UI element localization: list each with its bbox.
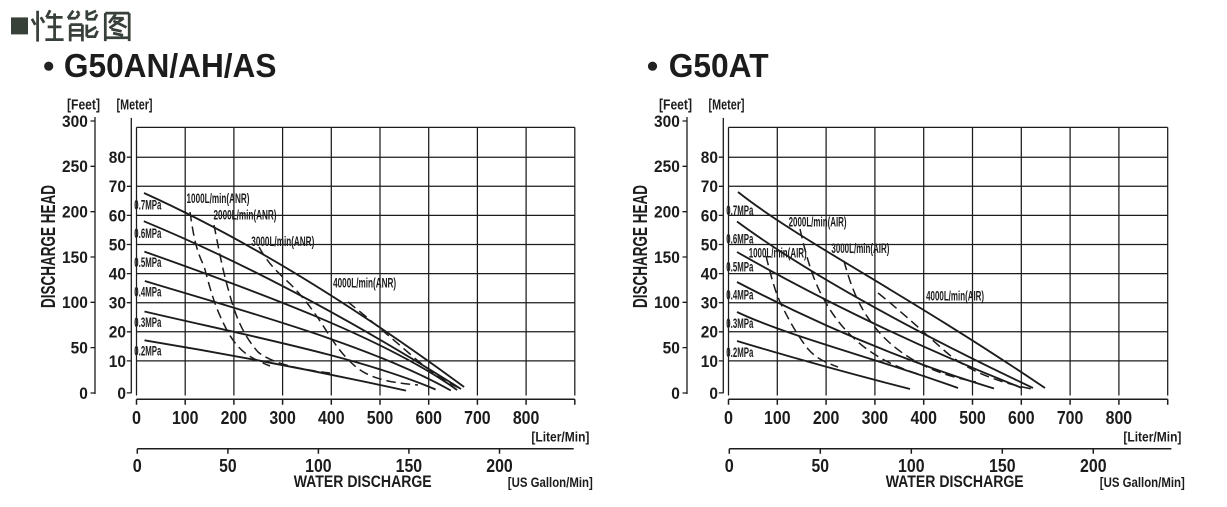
svg-text:0: 0 xyxy=(133,456,142,476)
svg-text:G50AT: G50AT xyxy=(669,47,769,84)
svg-text:200: 200 xyxy=(221,408,248,428)
svg-text:0.7MPa: 0.7MPa xyxy=(134,197,161,212)
svg-text:200: 200 xyxy=(486,456,513,476)
svg-text:0.7MPa: 0.7MPa xyxy=(726,203,753,218)
svg-text:200: 200 xyxy=(62,203,88,222)
svg-text:70: 70 xyxy=(701,177,718,196)
svg-text:[Meter]: [Meter] xyxy=(117,97,153,114)
svg-text:30: 30 xyxy=(109,294,126,313)
svg-text:100: 100 xyxy=(305,456,332,476)
svg-text:50: 50 xyxy=(663,339,680,358)
svg-text:50: 50 xyxy=(701,235,718,254)
svg-text:G50AN/AH/AS: G50AN/AH/AS xyxy=(64,47,277,84)
svg-text:300: 300 xyxy=(654,112,680,131)
svg-text:[Liter/Min]: [Liter/Min] xyxy=(531,429,589,445)
svg-text:150: 150 xyxy=(62,248,88,267)
svg-text:100: 100 xyxy=(898,456,925,476)
svg-text:0.4MPa: 0.4MPa xyxy=(726,288,753,303)
svg-text:0.4MPa: 0.4MPa xyxy=(134,285,161,300)
svg-text:400: 400 xyxy=(318,408,345,428)
svg-text:0: 0 xyxy=(132,408,141,428)
svg-text:3000L/min(ANR): 3000L/min(ANR) xyxy=(251,234,314,249)
svg-text:600: 600 xyxy=(415,408,442,428)
svg-text:40: 40 xyxy=(109,265,126,284)
svg-text:30: 30 xyxy=(701,294,718,313)
svg-text:100: 100 xyxy=(172,408,199,428)
svg-text:200: 200 xyxy=(1080,456,1107,476)
svg-text:0.6MPa: 0.6MPa xyxy=(726,232,753,247)
svg-text:700: 700 xyxy=(1057,408,1084,428)
svg-text:70: 70 xyxy=(109,177,126,196)
svg-text:300: 300 xyxy=(269,408,296,428)
svg-text:WATER DISCHARGE: WATER DISCHARGE xyxy=(294,473,432,491)
svg-text:60: 60 xyxy=(701,206,718,225)
svg-text:600: 600 xyxy=(1008,408,1035,428)
svg-text:40: 40 xyxy=(701,265,718,284)
svg-text:DISCHARGE HEAD: DISCHARGE HEAD xyxy=(630,185,652,308)
svg-text:80: 80 xyxy=(701,148,718,167)
svg-text:150: 150 xyxy=(654,248,680,267)
svg-text:60: 60 xyxy=(109,206,126,225)
svg-text:DISCHARGE HEAD: DISCHARGE HEAD xyxy=(38,185,60,308)
svg-text:0.2MPa: 0.2MPa xyxy=(134,344,161,359)
svg-text:250: 250 xyxy=(62,157,88,176)
svg-text:300: 300 xyxy=(862,408,889,428)
svg-text:100: 100 xyxy=(654,293,680,312)
svg-text:1000L/min(ANR): 1000L/min(ANR) xyxy=(187,191,250,206)
svg-text:800: 800 xyxy=(513,408,540,428)
svg-text:0.6MPa: 0.6MPa xyxy=(134,226,161,241)
svg-text:0.3MPa: 0.3MPa xyxy=(726,316,753,331)
svg-text:50: 50 xyxy=(812,456,830,476)
svg-text:[Meter]: [Meter] xyxy=(709,97,745,114)
svg-text:500: 500 xyxy=(959,408,986,428)
svg-text:0.5MPa: 0.5MPa xyxy=(726,260,753,275)
svg-text:0.5MPa: 0.5MPa xyxy=(134,255,161,270)
svg-text:[Feet]: [Feet] xyxy=(659,97,692,114)
svg-text:4000L/min(ANR): 4000L/min(ANR) xyxy=(333,276,396,291)
svg-text:0: 0 xyxy=(117,384,126,403)
svg-text:0.2MPa: 0.2MPa xyxy=(726,345,753,360)
svg-text:0: 0 xyxy=(671,384,680,403)
svg-text:3000L/min(AIR): 3000L/min(AIR) xyxy=(831,241,889,256)
svg-text:0: 0 xyxy=(709,384,718,403)
svg-text:300: 300 xyxy=(62,112,88,131)
svg-text:0: 0 xyxy=(725,456,734,476)
svg-text:0: 0 xyxy=(724,408,733,428)
svg-text:[Feet]: [Feet] xyxy=(67,97,100,114)
svg-text:20: 20 xyxy=(109,323,126,342)
svg-text:10: 10 xyxy=(701,352,718,371)
svg-text:2000L/min(AIR): 2000L/min(AIR) xyxy=(789,215,847,230)
svg-text:150: 150 xyxy=(396,456,423,476)
svg-text:200: 200 xyxy=(813,408,840,428)
svg-text:WATER DISCHARGE: WATER DISCHARGE xyxy=(886,473,1024,491)
svg-text:150: 150 xyxy=(989,456,1016,476)
svg-text:0: 0 xyxy=(79,384,88,403)
svg-text:0.3MPa: 0.3MPa xyxy=(134,315,161,330)
svg-text:80: 80 xyxy=(109,148,126,167)
svg-text:[Liter/Min]: [Liter/Min] xyxy=(1123,429,1181,445)
svg-text:250: 250 xyxy=(654,157,680,176)
svg-text:10: 10 xyxy=(109,352,126,371)
svg-text:2000L/min(ANR): 2000L/min(ANR) xyxy=(214,208,277,223)
svg-text:700: 700 xyxy=(464,408,491,428)
svg-text:[US Gallon/Min]: [US Gallon/Min] xyxy=(1100,474,1185,490)
svg-text:20: 20 xyxy=(701,323,718,342)
svg-text:500: 500 xyxy=(367,408,394,428)
svg-text:50: 50 xyxy=(109,235,126,254)
svg-text:100: 100 xyxy=(62,293,88,312)
svg-text:1000L/min(AIR): 1000L/min(AIR) xyxy=(749,246,807,261)
svg-text:800: 800 xyxy=(1106,408,1133,428)
svg-text:400: 400 xyxy=(910,408,937,428)
svg-text:50: 50 xyxy=(219,456,237,476)
svg-text:4000L/min(AIR): 4000L/min(AIR) xyxy=(926,289,984,304)
svg-text:100: 100 xyxy=(764,408,791,428)
svg-text:200: 200 xyxy=(654,203,680,222)
svg-text:50: 50 xyxy=(71,339,88,358)
svg-text:[US Gallon/Min]: [US Gallon/Min] xyxy=(508,474,593,490)
